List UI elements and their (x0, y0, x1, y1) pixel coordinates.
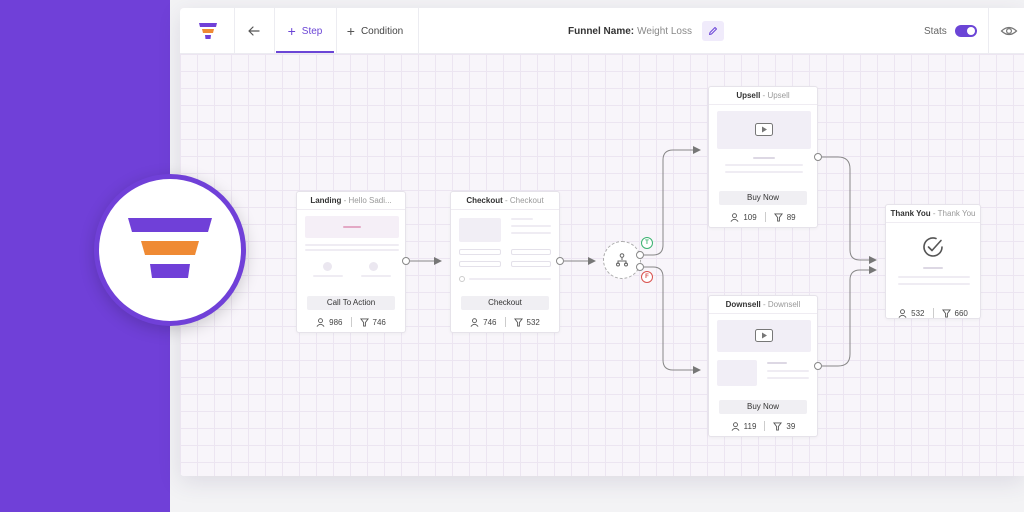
toolbar-divider (418, 8, 419, 54)
play-icon (755, 123, 773, 136)
funnel-name-label: Funnel Name: (568, 26, 634, 37)
output-port-checkout[interactable] (556, 257, 564, 265)
output-port-upsell[interactable] (814, 153, 822, 161)
edit-funnel-name-button[interactable] (702, 21, 724, 41)
branch-icon (615, 253, 629, 267)
toolbar-divider (336, 8, 337, 54)
tab-condition-label: Condition (361, 26, 403, 37)
toolbar-divider (988, 8, 989, 54)
step-title-upsell: Upsell - Upsell (709, 87, 817, 105)
user-icon (470, 318, 479, 327)
step-card-downsell[interactable]: Downsell - Downsell Buy Now 119 39 (708, 295, 818, 437)
step-stats-downsell: 119 39 (709, 414, 817, 438)
stats-toggle[interactable] (955, 25, 977, 37)
step-card-checkout[interactable]: Checkout - Checkout Checkout 746 532 (450, 191, 560, 333)
step-card-landing[interactable]: Landing - Hello Sadi... Call To Action 9… (296, 191, 406, 333)
arrow-left-icon (248, 26, 260, 36)
builder-toolbar: + Step + Condition Funnel Name: Weight Los… (180, 8, 1024, 54)
filter-icon (360, 318, 369, 327)
user-icon (730, 213, 739, 222)
step-stats-thankyou: 532 660 (886, 301, 980, 325)
step-stats-upsell: 109 89 (709, 205, 817, 229)
plus-icon: + (288, 23, 296, 39)
filter-icon (942, 309, 951, 318)
funnel-logo-icon (128, 218, 212, 282)
toolbar-divider (234, 8, 235, 54)
step-stats-landing: 986 746 (297, 310, 405, 334)
step-title-landing: Landing - Hello Sadi... (297, 192, 405, 210)
tab-step[interactable]: + Step (275, 8, 335, 54)
output-port-true[interactable] (636, 251, 644, 259)
step-title-checkout: Checkout - Checkout (451, 192, 559, 210)
step-preview-landing (305, 216, 397, 290)
step-button-upsell[interactable]: Buy Now (719, 191, 807, 205)
logo-badge (94, 174, 246, 326)
tab-condition[interactable]: + Condition (340, 8, 410, 54)
filter-icon (514, 318, 523, 327)
step-title-thankyou: Thank You - Thank You (886, 205, 980, 223)
active-tab-indicator (276, 51, 334, 53)
false-branch-badge: F (641, 271, 653, 283)
check-circle-icon (921, 235, 945, 259)
stats-label: Stats (924, 26, 947, 37)
output-port-landing[interactable] (402, 257, 410, 265)
output-port-false[interactable] (636, 263, 644, 271)
back-button[interactable] (238, 8, 270, 54)
step-preview-thankyou (894, 229, 972, 295)
output-port-downsell[interactable] (814, 362, 822, 370)
user-icon (731, 422, 740, 431)
step-button-landing[interactable]: Call To Action (307, 296, 395, 310)
step-card-upsell[interactable]: Upsell - Upsell Buy Now 109 89 (708, 86, 818, 228)
true-branch-badge: T (641, 237, 653, 249)
play-icon (755, 329, 773, 342)
eye-icon[interactable] (1000, 22, 1018, 40)
funnel-name: Funnel Name: Weight Loss (568, 8, 724, 54)
step-preview-downsell (717, 320, 809, 394)
funnel-builder-window: Landing - Hello Sadi... Call To Action 9… (180, 8, 1024, 476)
step-card-thankyou[interactable]: Thank You - Thank You 532 660 (885, 204, 981, 319)
stats-control: Stats (924, 8, 977, 54)
filter-icon (773, 422, 782, 431)
user-icon (316, 318, 325, 327)
funnel-name-value: Weight Loss (637, 26, 692, 37)
pencil-icon (708, 26, 718, 36)
step-stats-checkout: 746 532 (451, 310, 559, 334)
step-preview-checkout (459, 216, 551, 290)
step-preview-upsell (717, 111, 809, 185)
step-button-checkout[interactable]: Checkout (461, 296, 549, 310)
step-button-downsell[interactable]: Buy Now (719, 400, 807, 414)
funnel-logo-icon (199, 23, 217, 39)
condition-split-node[interactable] (603, 241, 641, 279)
tab-step-label: Step (302, 26, 323, 37)
step-title-downsell: Downsell - Downsell (709, 296, 817, 314)
filter-icon (774, 213, 783, 222)
plus-icon: + (347, 23, 355, 39)
user-icon (898, 309, 907, 318)
